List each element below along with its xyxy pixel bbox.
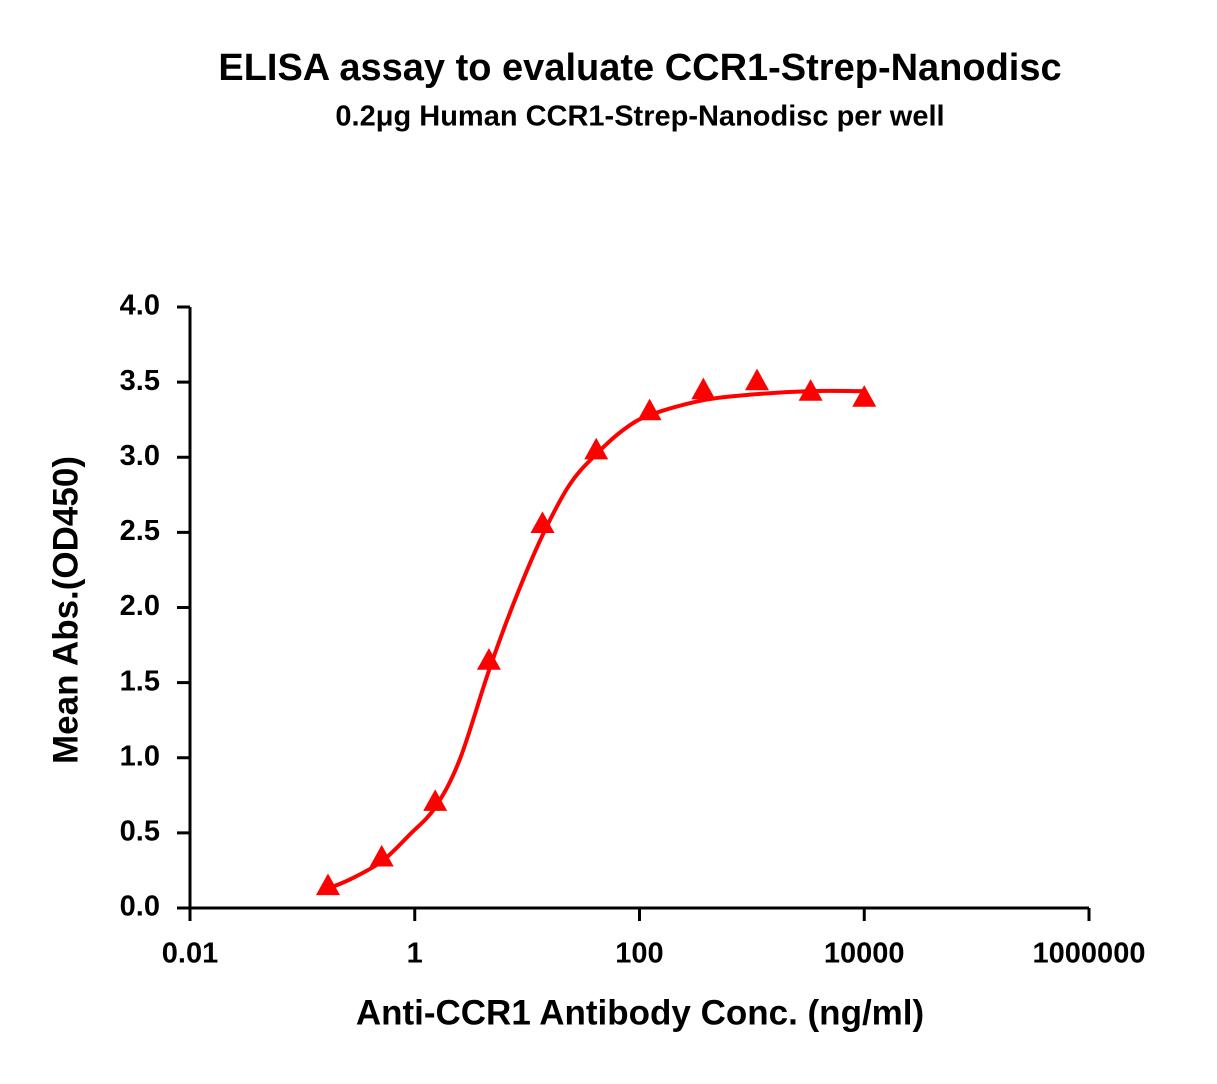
data-point bbox=[476, 648, 501, 670]
chart-title: ELISA assay to evaluate CCR1-Strep-Nanod… bbox=[218, 47, 1061, 89]
y-axis-label: Mean Abs.(OD450) bbox=[46, 456, 85, 764]
x-tick-label: 1 bbox=[407, 938, 423, 970]
y-tick-label: 0.5 bbox=[120, 816, 160, 848]
y-tick-label: 0.0 bbox=[120, 891, 160, 923]
data-point bbox=[637, 398, 662, 421]
data-point bbox=[369, 844, 394, 867]
y-tick-label: 1.5 bbox=[120, 665, 160, 697]
data-point bbox=[691, 377, 716, 400]
y-tick-label: 4.0 bbox=[120, 290, 160, 322]
data-point bbox=[530, 511, 555, 533]
y-tick-label: 1.0 bbox=[120, 740, 160, 772]
y-tick-label: 3.0 bbox=[120, 440, 160, 472]
data-point bbox=[423, 789, 448, 811]
x-tick-label: 1000000 bbox=[1033, 938, 1146, 970]
data-point bbox=[584, 437, 609, 460]
x-tick-label: 100 bbox=[615, 938, 663, 970]
x-tick-label: 10000 bbox=[824, 938, 905, 970]
data-point bbox=[315, 873, 340, 896]
y-tick-label: 2.0 bbox=[120, 590, 160, 622]
fit-curve bbox=[327, 388, 865, 891]
x-tick-label: 0.01 bbox=[162, 938, 218, 970]
chart-subtitle: 0.2μg Human CCR1-Strep-Nanodisc per well bbox=[335, 101, 944, 133]
data-point bbox=[745, 368, 770, 391]
y-tick-label: 3.5 bbox=[120, 365, 160, 397]
y-tick-label: 2.5 bbox=[120, 515, 160, 547]
x-axis-label: Anti-CCR1 Antibody Conc. (ng/ml) bbox=[356, 993, 924, 1032]
data-point bbox=[798, 379, 823, 401]
data-point bbox=[852, 385, 877, 407]
